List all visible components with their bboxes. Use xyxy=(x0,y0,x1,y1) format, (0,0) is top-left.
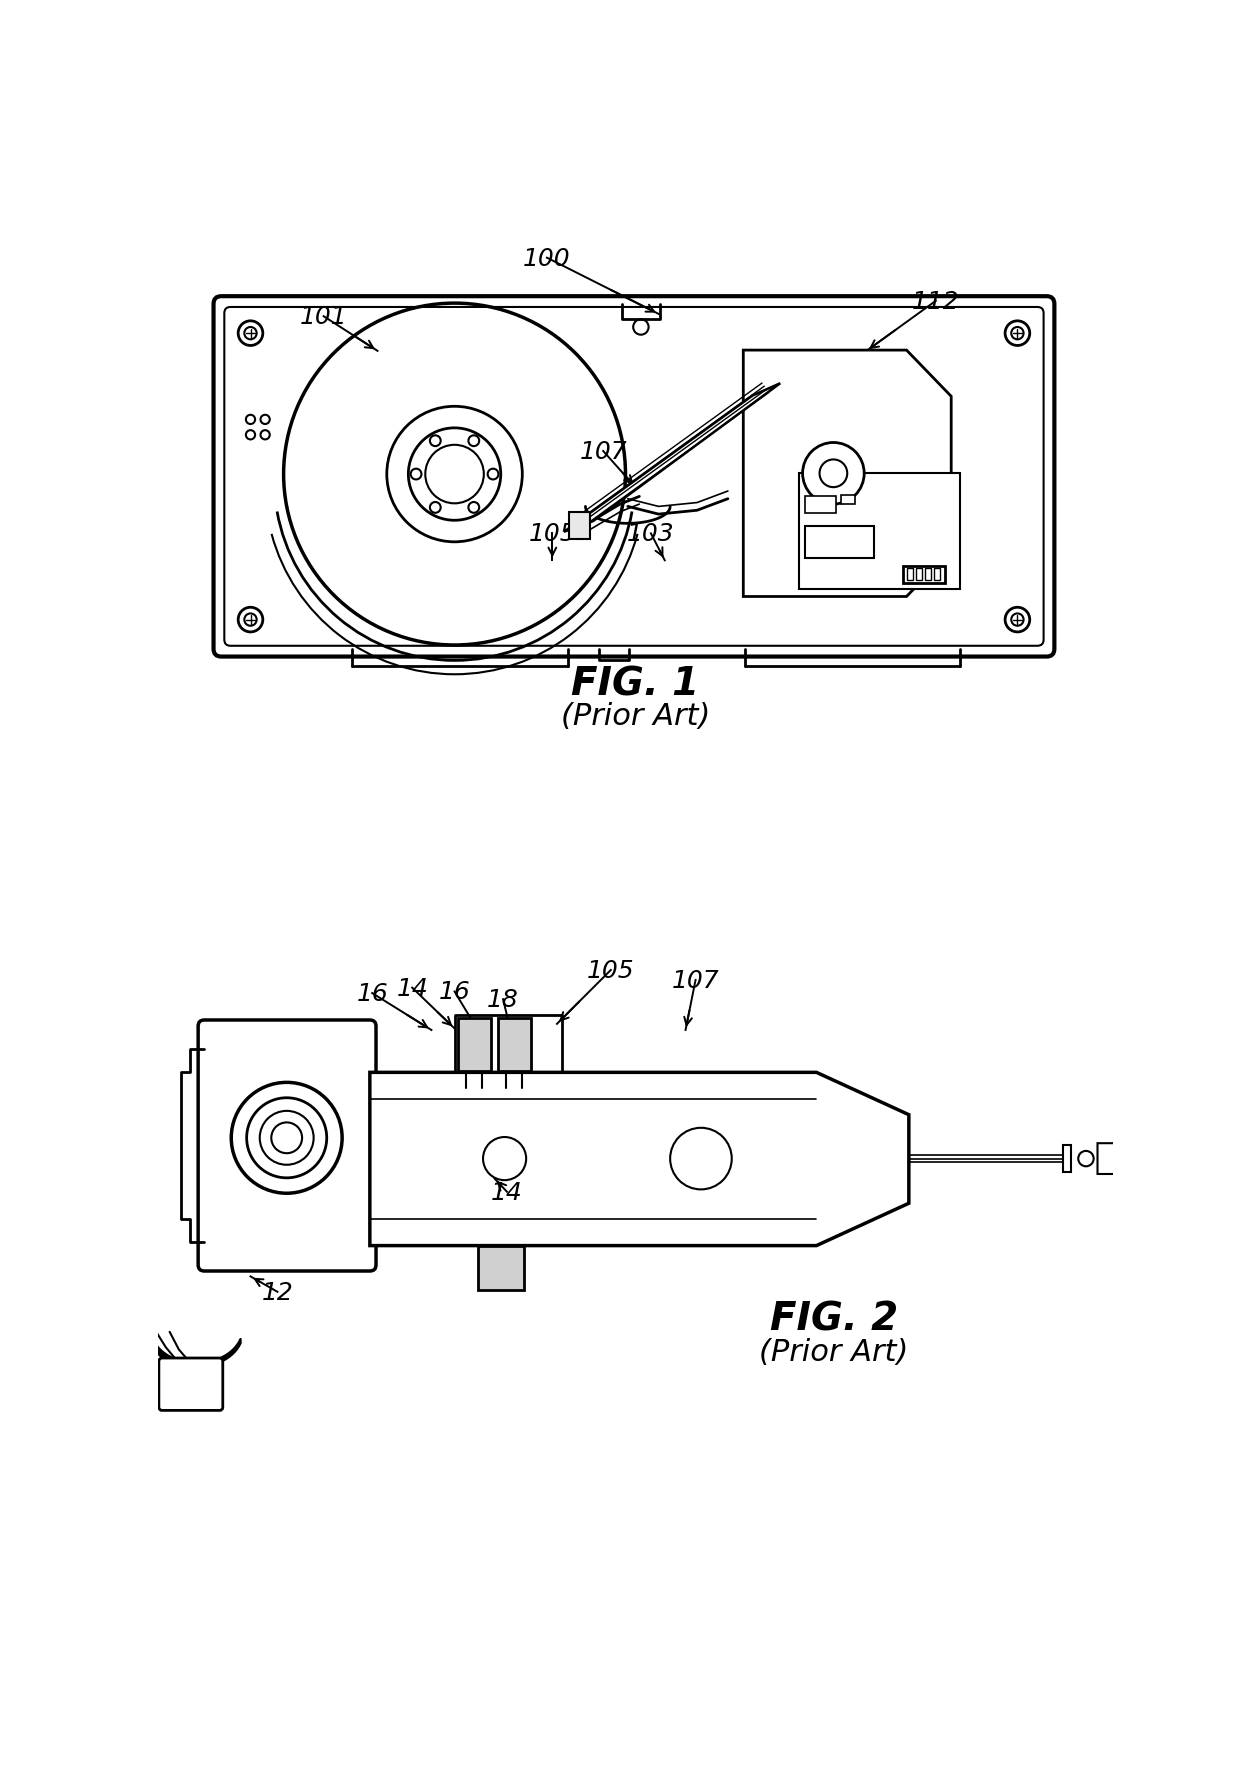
Text: 103: 103 xyxy=(627,522,675,546)
Bar xyxy=(925,569,931,581)
Circle shape xyxy=(802,444,864,504)
Bar xyxy=(934,569,940,581)
Bar xyxy=(841,496,854,504)
Text: 12: 12 xyxy=(262,1281,294,1304)
Bar xyxy=(498,1020,531,1072)
FancyBboxPatch shape xyxy=(213,297,1054,657)
Bar xyxy=(568,512,590,540)
Bar xyxy=(805,497,836,513)
Text: 14: 14 xyxy=(491,1181,523,1204)
Text: FIG. 1: FIG. 1 xyxy=(572,666,699,703)
Text: FIG. 2: FIG. 2 xyxy=(770,1301,898,1338)
Text: 105: 105 xyxy=(587,959,635,982)
Text: 100: 100 xyxy=(523,247,570,270)
Bar xyxy=(916,569,921,581)
Text: 112: 112 xyxy=(911,290,960,313)
Bar xyxy=(906,569,913,581)
Text: 16: 16 xyxy=(356,982,388,1005)
Circle shape xyxy=(1079,1152,1094,1166)
FancyBboxPatch shape xyxy=(159,1358,223,1410)
Bar xyxy=(799,474,961,589)
Text: 107: 107 xyxy=(672,968,719,993)
Bar xyxy=(903,567,945,583)
Bar xyxy=(459,1020,491,1072)
Text: (Prior Art): (Prior Art) xyxy=(560,701,711,732)
Polygon shape xyxy=(743,351,951,598)
Bar xyxy=(1063,1145,1070,1174)
Circle shape xyxy=(231,1082,342,1193)
Circle shape xyxy=(670,1129,732,1190)
Bar xyxy=(1126,1152,1143,1165)
FancyBboxPatch shape xyxy=(198,1020,376,1272)
Text: 101: 101 xyxy=(300,306,347,329)
Polygon shape xyxy=(370,1073,909,1245)
Circle shape xyxy=(247,1098,326,1179)
Text: 105: 105 xyxy=(528,522,577,546)
Polygon shape xyxy=(564,385,780,533)
Polygon shape xyxy=(1097,1143,1123,1174)
Text: 16: 16 xyxy=(439,980,470,1004)
Circle shape xyxy=(484,1138,526,1181)
Bar xyxy=(805,526,874,558)
Text: 14: 14 xyxy=(397,977,428,1000)
Text: (Prior Art): (Prior Art) xyxy=(759,1338,909,1367)
Bar xyxy=(477,1245,523,1290)
Text: 18: 18 xyxy=(487,988,518,1011)
Text: 107: 107 xyxy=(579,440,627,463)
